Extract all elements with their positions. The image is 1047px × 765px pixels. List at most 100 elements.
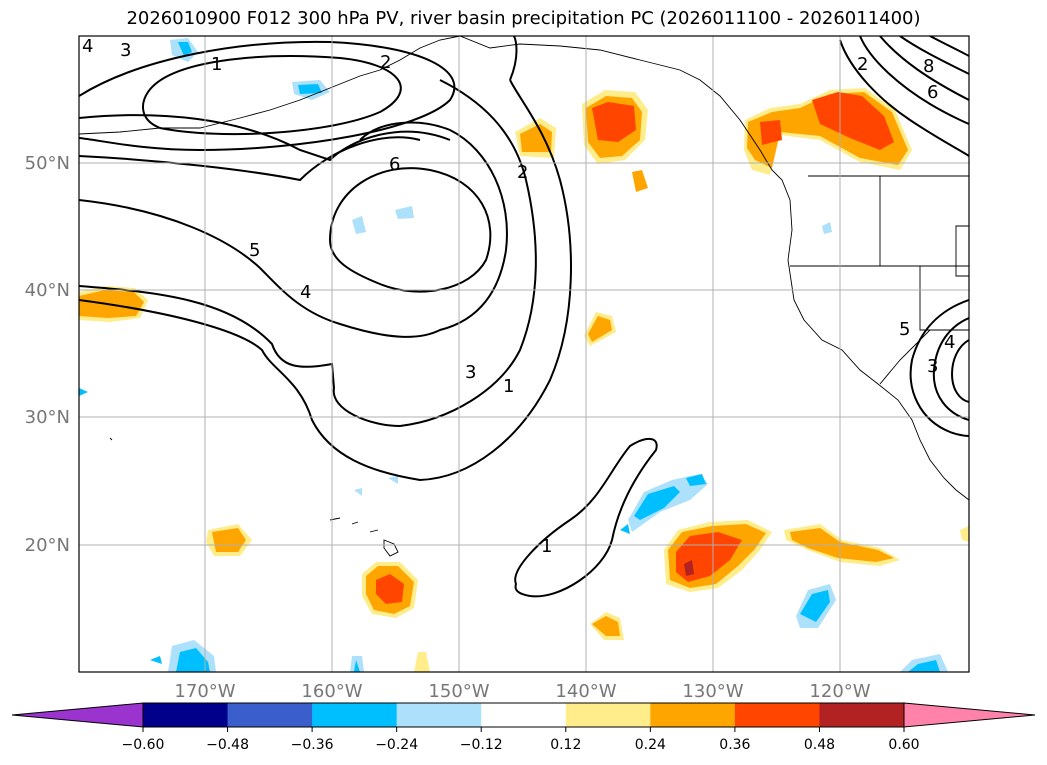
colorbar-tick-label: 0.48 <box>804 737 835 753</box>
pv-contour-4 <box>79 136 421 182</box>
pv-contour-6d <box>929 36 969 57</box>
precip-negative-core <box>176 648 210 672</box>
map-title: 2026010900 F012 300 hPa PV, river basin … <box>126 8 921 29</box>
pv-label: 1 <box>211 54 222 75</box>
pv-label: 6 <box>389 154 400 175</box>
precip-positive-patch <box>632 170 648 192</box>
pv-contour-2b <box>509 36 518 81</box>
pv-contour-4c <box>950 339 969 403</box>
pv-label: 3 <box>465 362 476 383</box>
colorbar-segment <box>143 703 229 727</box>
longitude-labels: 170°W 160°W 150°W 140°W 130°W 120°W <box>174 681 870 702</box>
north-america-coastline <box>459 36 969 501</box>
pv-contour-3c <box>932 317 969 421</box>
hawaii-islands <box>329 517 399 557</box>
precip-positive-patch <box>212 528 246 552</box>
pv-label: 3 <box>927 356 938 377</box>
lon-label-150w: 150°W <box>428 681 489 702</box>
pv-label: 4 <box>82 36 93 57</box>
lat-label-30n: 30°N <box>25 407 70 428</box>
colorbar-segment <box>819 703 905 727</box>
pv-contour-4b <box>79 79 537 428</box>
pv-label: 2 <box>380 52 391 73</box>
precip-negative-core <box>800 590 830 622</box>
pv-contour-1 <box>142 55 402 136</box>
map-frame <box>78 35 970 673</box>
colorbar-segment <box>481 703 567 727</box>
colorbar-border <box>142 702 905 728</box>
precip-negative-patch <box>354 488 362 496</box>
colorbar-tick-label: −0.12 <box>460 737 503 753</box>
precip-positive-patch <box>960 526 969 542</box>
pv-label: 1 <box>541 536 552 557</box>
lon-label-160w: 160°W <box>301 681 362 702</box>
colorbar: −0.60 −0.48 −0.36 −0.24 −0.12 0.12 0.24 0.36 0.4… <box>11 702 1036 753</box>
gridlines <box>79 36 969 672</box>
colorbar-segment <box>312 703 398 727</box>
colorbar-segment <box>565 703 651 727</box>
lake-border <box>955 225 969 277</box>
precip-negative-patch <box>388 476 398 484</box>
colorbar-tick-label: 0.24 <box>635 737 666 753</box>
colorbar-segment <box>734 703 820 727</box>
precip-negative-core <box>686 474 706 486</box>
precip-positive-max <box>684 560 694 576</box>
precip-positive-patch <box>588 316 612 342</box>
colorbar-tick-label: −0.24 <box>375 737 418 753</box>
pv-contour-1d <box>839 39 969 157</box>
precip-negative-core <box>298 84 322 94</box>
precip-negative-core <box>150 656 162 664</box>
precip-negative-core <box>620 524 630 534</box>
pv-contour-3 <box>79 114 451 162</box>
precip-negative-patch <box>822 222 832 234</box>
lat-label-20n: 20°N <box>25 535 70 556</box>
colorbar-tick-label: 0.12 <box>550 737 581 753</box>
lat-label-40n: 40°N <box>25 280 70 301</box>
precip-negative-patch <box>395 206 414 219</box>
colorbar-segment <box>396 703 482 727</box>
pv-label: 3 <box>120 40 131 61</box>
coastlines <box>79 36 969 557</box>
precip-negative-core <box>178 42 192 56</box>
pv-contour-2 <box>79 40 456 152</box>
colorbar-segment <box>650 703 736 727</box>
precip-positive-core <box>592 102 636 142</box>
islet <box>109 437 113 441</box>
colorbar-extend-high <box>903 702 1036 728</box>
precip-negative-core <box>79 388 88 396</box>
precip-negative-core <box>634 486 680 520</box>
colorbar-tick-label: −0.60 <box>122 737 165 753</box>
colorbar-segment <box>227 703 313 727</box>
pv-label: 2 <box>517 162 528 183</box>
pv-label: 4 <box>944 332 955 353</box>
pv-contour-1b <box>514 438 658 598</box>
pv-label: 1 <box>503 376 514 397</box>
pv-label: 5 <box>249 240 260 261</box>
pv-label: 8 <box>923 56 934 77</box>
lon-label-140w: 140°W <box>555 681 616 702</box>
pv-contour-5 <box>79 121 508 338</box>
pv-contours <box>79 36 969 598</box>
precip-positive-patch <box>520 124 552 152</box>
lon-label-170w: 170°W <box>174 681 235 702</box>
precip-negative-core <box>354 660 360 672</box>
pv-contour-labels: 1 2 3 4 5 6 1 2 3 4 1 2 3 4 5 6 8 <box>82 36 955 557</box>
precip-negative-patch <box>352 216 366 234</box>
colorbar-tick-label: −0.48 <box>206 737 249 753</box>
precip-negative-core <box>908 660 940 672</box>
precip-positive-core <box>760 120 782 145</box>
precip-positive-core <box>376 574 404 604</box>
pv-contour-2d <box>859 36 969 125</box>
pv-label: 6 <box>927 82 938 103</box>
aleutian-coastline <box>79 36 461 135</box>
colorbar-extend-low <box>11 702 144 728</box>
precip-positive-core <box>812 92 894 150</box>
lon-label-120w: 120°W <box>809 681 870 702</box>
lon-label-130w: 130°W <box>682 681 743 702</box>
pv-contour-1c <box>909 299 969 437</box>
latitude-labels: 50°N 40°N 30°N 20°N <box>25 153 70 556</box>
precip-positive-patch <box>592 616 620 636</box>
colorbar-tick-label: −0.36 <box>291 737 334 753</box>
state-borders <box>790 175 969 331</box>
pv-contour-3b <box>79 79 572 482</box>
